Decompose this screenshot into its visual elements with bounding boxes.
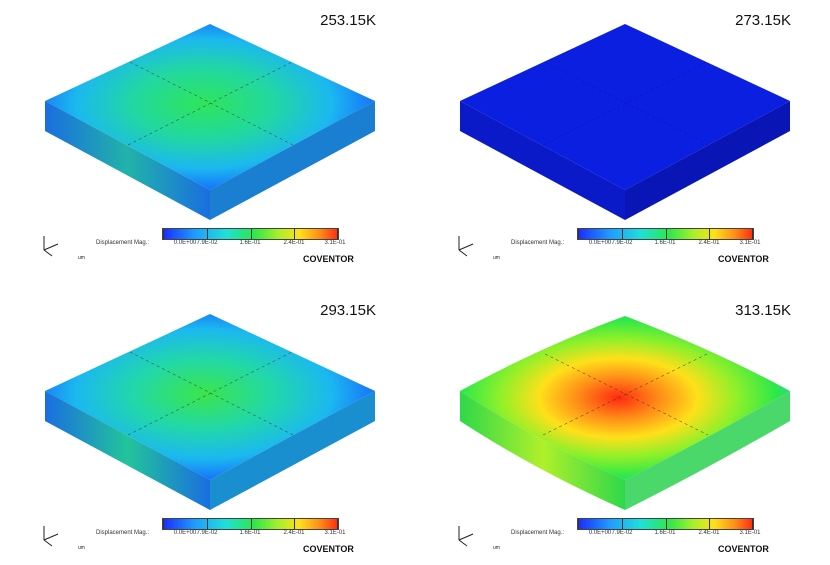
axis-triad-icon bbox=[458, 236, 474, 257]
colorbar-tick-label: 2.4E-01 bbox=[698, 530, 720, 536]
colorbar bbox=[162, 518, 339, 530]
temperature-label: 313.15K bbox=[735, 302, 791, 319]
colorbar-tick-label: 3.1E-01 bbox=[739, 240, 761, 246]
colorbar-tick-label: 3.1E-01 bbox=[324, 530, 346, 536]
brand-logo: COVENTOR bbox=[303, 544, 354, 554]
colorbar-title: Displacement Mag.: bbox=[511, 240, 565, 246]
colorbar-tick-label: 1.6E-01 bbox=[654, 240, 676, 246]
plate-render bbox=[45, 314, 375, 510]
brand-logo: COVENTOR bbox=[718, 254, 769, 264]
axis-triad-icon bbox=[43, 526, 59, 547]
colorbar-tick-label: 2.4E-01 bbox=[283, 530, 305, 536]
colorbar-tick-label: 7.9E-02 bbox=[196, 240, 218, 246]
colorbar-tick-label: 2.4E-01 bbox=[283, 240, 305, 246]
colorbar-tick-label: 1.6E-01 bbox=[654, 530, 676, 536]
plate-render bbox=[460, 24, 790, 220]
brand-logo: COVENTOR bbox=[718, 544, 769, 554]
colorbar bbox=[577, 228, 754, 240]
simulation-panel-293k: 293.15K um Displacement Mag.: 0.0E+00 7.… bbox=[10, 290, 410, 565]
colorbar-tick-label: 3.1E-01 bbox=[324, 240, 346, 246]
colorbar-tick-label: 7.9E-02 bbox=[196, 530, 218, 536]
colorbar-tick-label: 3.1E-01 bbox=[739, 530, 761, 536]
axis-triad-icon bbox=[43, 236, 59, 257]
temperature-label: 273.15K bbox=[735, 12, 791, 29]
plate-render bbox=[45, 24, 375, 220]
colorbar bbox=[577, 518, 754, 530]
brand-logo: COVENTOR bbox=[303, 254, 354, 264]
colorbar-tick-label: 7.9E-02 bbox=[611, 530, 633, 536]
colorbar-tick-label: 1.6E-01 bbox=[239, 240, 261, 246]
colorbar-title: Displacement Mag.: bbox=[96, 530, 150, 536]
colorbar-title: Displacement Mag.: bbox=[511, 530, 565, 536]
units-label: um bbox=[493, 545, 500, 551]
axis-triad-icon bbox=[458, 526, 474, 547]
colorbar-tick-label: 0.0E+00 bbox=[173, 240, 197, 246]
colorbar-tick-label: 0.0E+00 bbox=[588, 530, 612, 536]
colorbar-tick-label: 1.6E-01 bbox=[239, 530, 261, 536]
temperature-label: 253.15K bbox=[320, 12, 376, 29]
plate-render bbox=[460, 316, 790, 510]
colorbar-tick-label: 0.0E+00 bbox=[173, 530, 197, 536]
simulation-panel-313k: 313.15K um Displacement Mag.: 0.0E+00 7.… bbox=[425, 290, 825, 565]
colorbar-tick-label: 7.9E-02 bbox=[611, 240, 633, 246]
colorbar-title: Displacement Mag.: bbox=[96, 240, 150, 246]
units-label: um bbox=[78, 545, 85, 551]
units-label: um bbox=[78, 255, 85, 261]
simulation-panel-253k: 253.15K um Displacement Mag.: 0.0E+00 7.… bbox=[10, 0, 410, 275]
colorbar-tick-label: 0.0E+00 bbox=[588, 240, 612, 246]
colorbar bbox=[162, 228, 339, 240]
simulation-panel-273k: 273.15K um Displacement Mag.: 0.0E+00 7.… bbox=[425, 0, 825, 275]
units-label: um bbox=[493, 255, 500, 261]
temperature-label: 293.15K bbox=[320, 302, 376, 319]
colorbar-tick-label: 2.4E-01 bbox=[698, 240, 720, 246]
